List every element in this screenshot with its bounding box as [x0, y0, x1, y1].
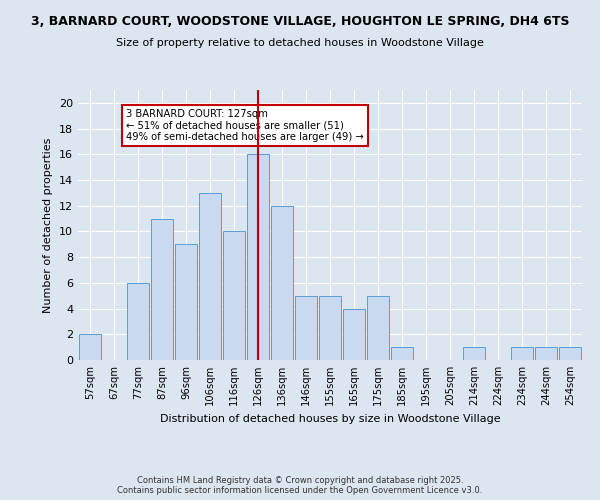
Bar — [127, 283, 149, 360]
Bar — [295, 296, 317, 360]
Text: 3 BARNARD COURT: 127sqm
← 51% of detached houses are smaller (51)
49% of semi-de: 3 BARNARD COURT: 127sqm ← 51% of detache… — [126, 110, 364, 142]
Bar — [559, 347, 581, 360]
Bar — [391, 347, 413, 360]
Bar — [223, 232, 245, 360]
Bar — [535, 347, 557, 360]
Bar — [271, 206, 293, 360]
Bar — [79, 334, 101, 360]
Bar — [463, 347, 485, 360]
Text: Size of property relative to detached houses in Woodstone Village: Size of property relative to detached ho… — [116, 38, 484, 48]
Bar — [175, 244, 197, 360]
Y-axis label: Number of detached properties: Number of detached properties — [43, 138, 53, 312]
Bar — [511, 347, 533, 360]
Text: Contains HM Land Registry data © Crown copyright and database right 2025.
Contai: Contains HM Land Registry data © Crown c… — [118, 476, 482, 495]
Bar — [343, 308, 365, 360]
Text: 3, BARNARD COURT, WOODSTONE VILLAGE, HOUGHTON LE SPRING, DH4 6TS: 3, BARNARD COURT, WOODSTONE VILLAGE, HOU… — [31, 15, 569, 28]
Bar — [367, 296, 389, 360]
X-axis label: Distribution of detached houses by size in Woodstone Village: Distribution of detached houses by size … — [160, 414, 500, 424]
Bar — [247, 154, 269, 360]
Bar — [151, 218, 173, 360]
Bar — [319, 296, 341, 360]
Bar — [199, 193, 221, 360]
